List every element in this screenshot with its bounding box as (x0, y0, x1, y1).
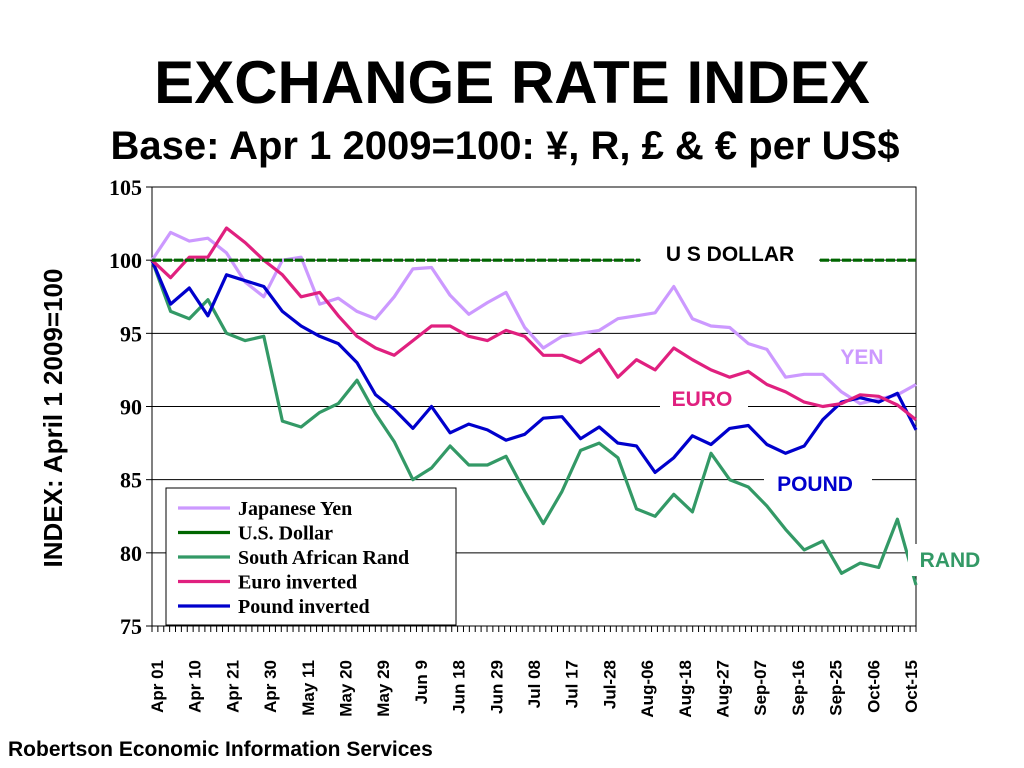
x-tick-label: May 11 (299, 660, 318, 716)
x-tick-label: Apr 01 (148, 660, 167, 713)
x-tick-label: Sep-07 (751, 660, 770, 716)
y-axis-label: INDEX: April 1 2009=100 (38, 269, 68, 568)
x-tick-label: Jun 18 (450, 660, 469, 714)
y-tick-label: 105 (109, 175, 142, 200)
y-axis-ticks: 75 80 85 90 95 100 105 (109, 175, 152, 639)
series-lines (150, 226, 918, 586)
y-tick-label: 100 (109, 248, 142, 273)
series-line-3 (150, 226, 917, 421)
series-label-bg (641, 243, 819, 273)
y-tick-label: 85 (120, 468, 142, 493)
x-tick-label: May 20 (337, 660, 356, 717)
series-label-1: U S DOLLAR (666, 243, 794, 266)
y-tick-label: 75 (120, 614, 142, 639)
series-label-4: POUND (777, 473, 853, 496)
x-tick-label: Oct-15 (902, 660, 921, 713)
chart-title: EXCHANGE RATE INDEX (154, 49, 870, 116)
x-tick-label: Apr 30 (261, 660, 280, 713)
x-axis-ticks: Apr 01 Apr 10 Apr 21 Apr 30 May 11 May 20 May … (148, 626, 921, 718)
series-line-4 (150, 259, 918, 474)
x-tick-label: Jun 29 (487, 660, 506, 714)
x-tick-label: Aug-27 (714, 660, 733, 718)
x-tick-label: Oct-06 (864, 660, 883, 713)
x-tick-label: Aug-06 (638, 660, 657, 718)
x-tick-label: Jun 9 (412, 660, 431, 704)
legend-entry-label: Japanese Yen (238, 498, 352, 520)
series-line-0 (150, 230, 917, 406)
legend-entry-label: South African Rand (238, 547, 409, 569)
x-tick-label: Jul-28 (600, 660, 619, 709)
chart-subtitle: Base: Apr 1 2009=100: ¥, R, £ & € per US… (110, 124, 900, 168)
x-tick-label: Aug-18 (676, 660, 695, 718)
legend-entry-label: U.S. Dollar (238, 523, 333, 545)
series-label-bg (908, 544, 992, 576)
x-tick-label: Jul 17 (563, 660, 582, 708)
y-tick-label: 90 (120, 395, 142, 420)
x-tick-label: May 29 (374, 660, 393, 717)
x-tick-label: Jul 08 (525, 660, 544, 708)
x-tick-label: Apr 21 (223, 660, 242, 713)
series-label-0: YEN (840, 346, 883, 369)
y-tick-label: 80 (120, 541, 142, 566)
legend-entry-label: Pound inverted (238, 596, 370, 618)
series-label-2: RAND (920, 549, 981, 572)
x-tick-label: Sep-25 (827, 660, 846, 716)
y-tick-label: 95 (120, 321, 142, 346)
series-label-3: EURO (672, 388, 733, 411)
series-label-bg (660, 384, 748, 412)
series-labels: U S DOLLAR YEN EURO POUND RAND (641, 243, 992, 576)
series-label-bg (764, 468, 872, 498)
legend-entry-label: Euro inverted (238, 572, 357, 594)
x-tick-label: Apr 10 (186, 660, 205, 713)
source-credit: Robertson Economic Information Services (8, 738, 433, 761)
x-tick-label: Sep-16 (789, 660, 808, 716)
series-line-2 (150, 259, 918, 586)
